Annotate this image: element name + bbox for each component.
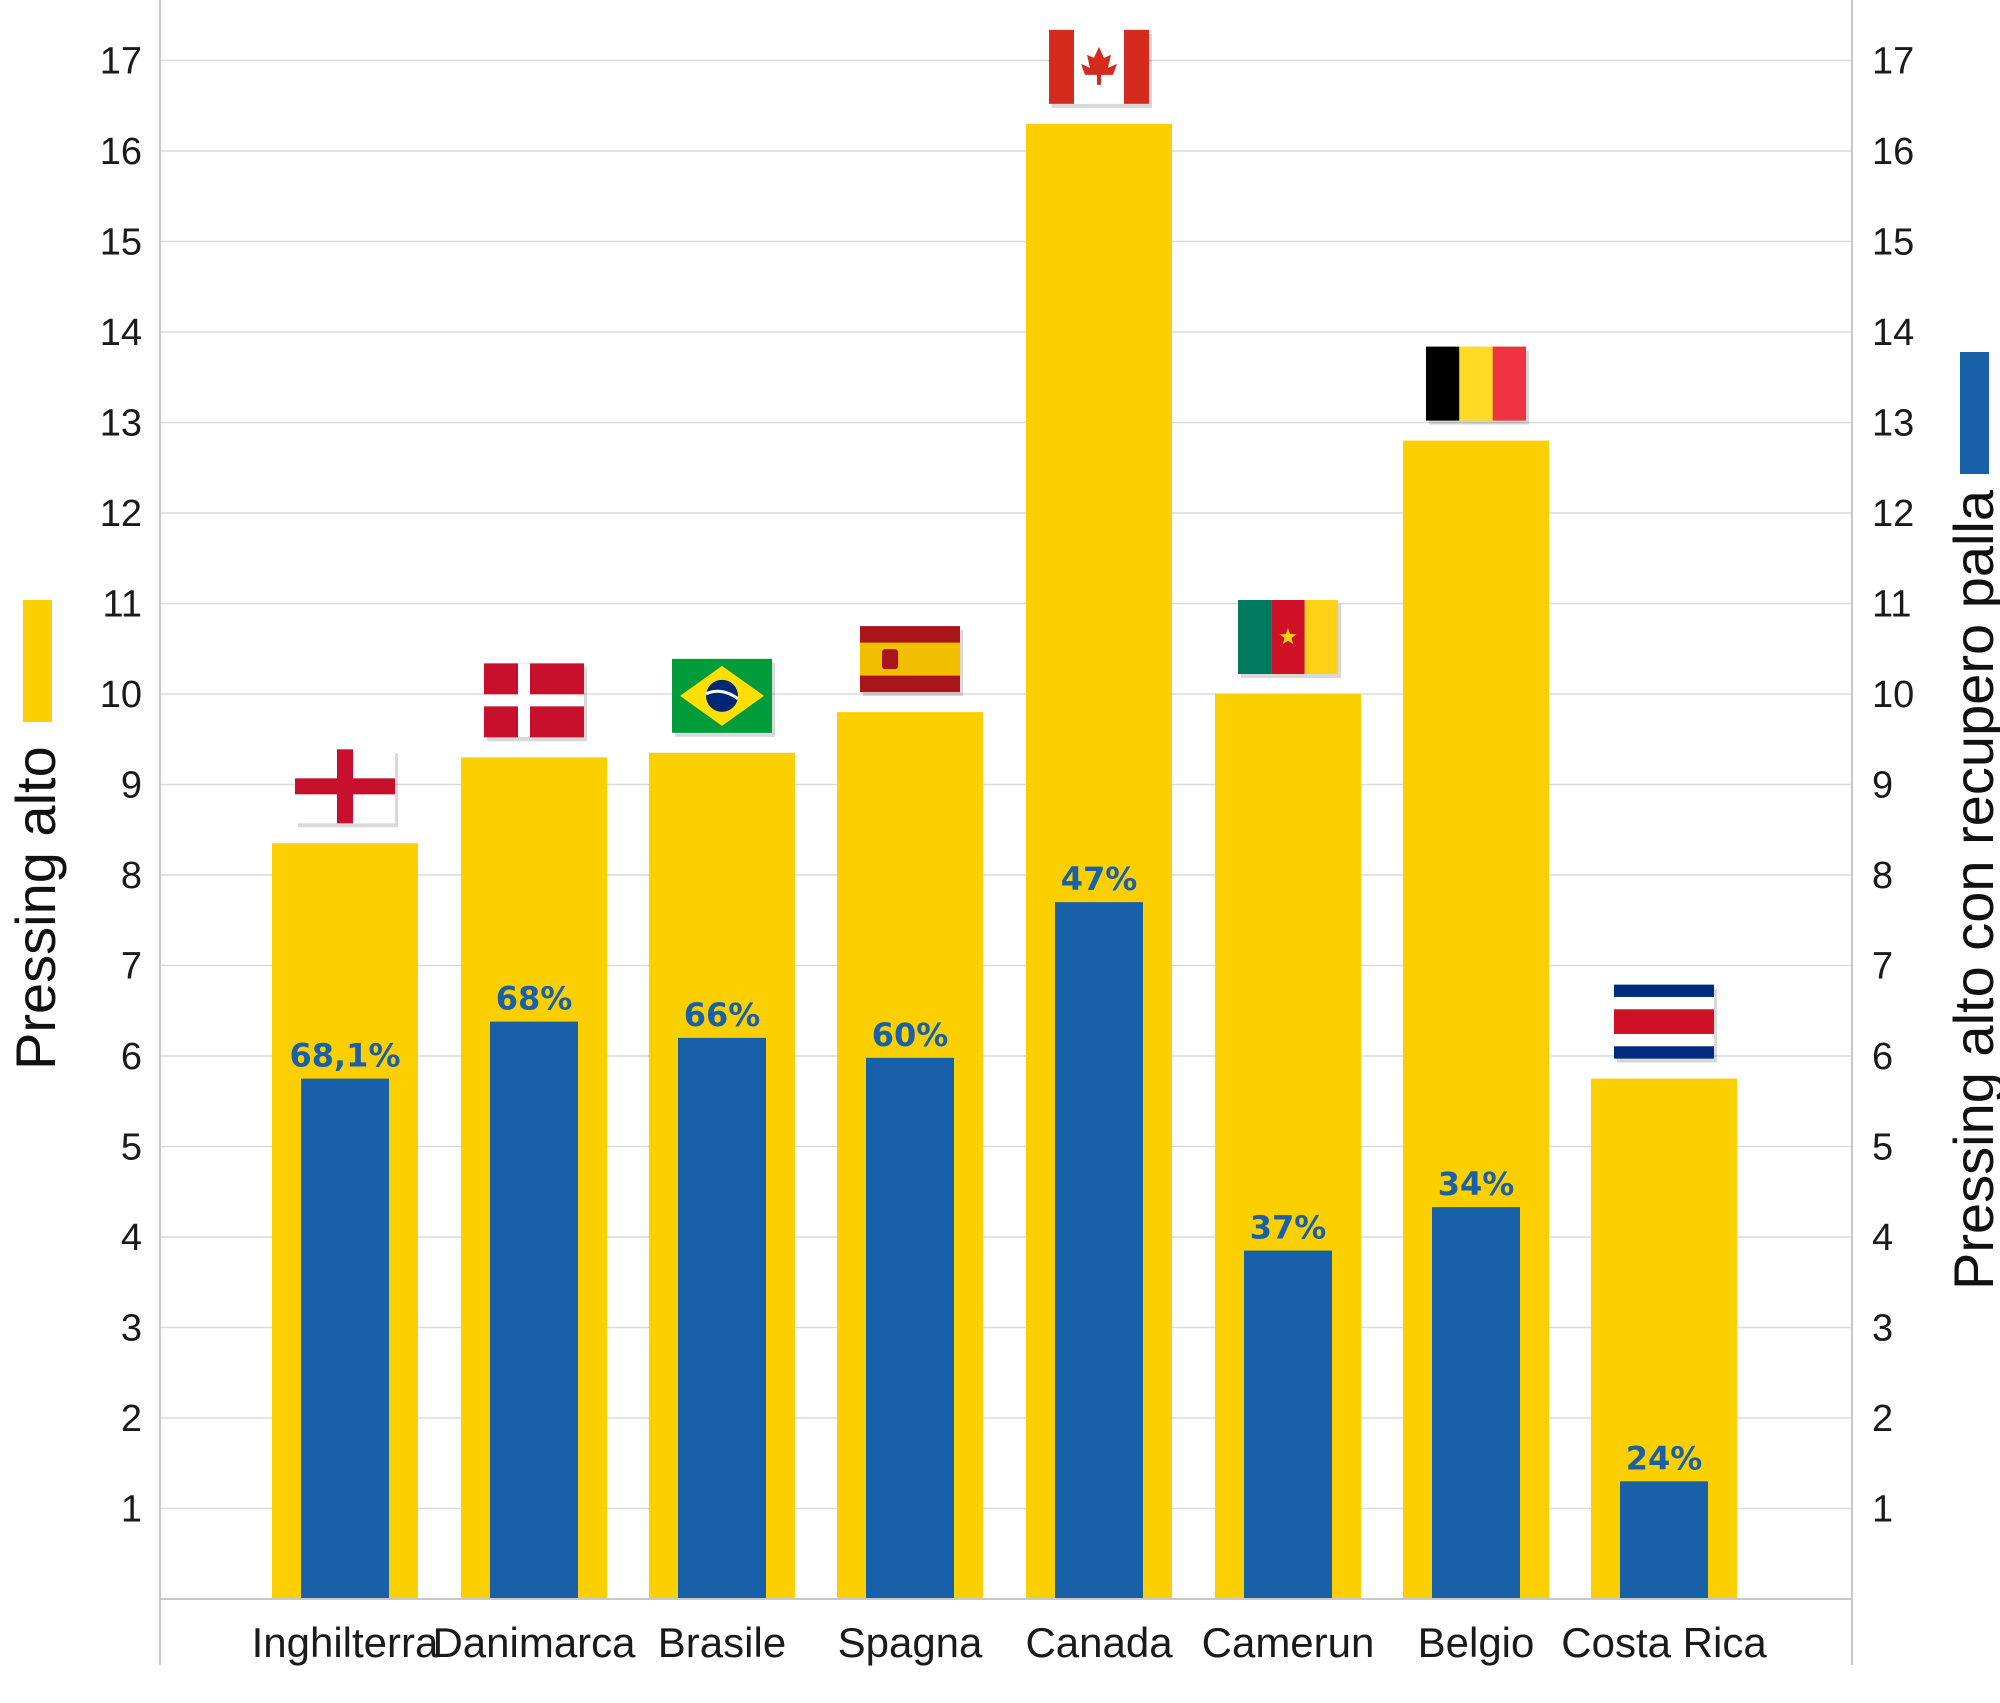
category-label-canada: Canada <box>1025 1619 1173 1666</box>
left-tick-label-7: 7 <box>121 946 142 988</box>
bar-recupero-palla-belgio <box>1432 1207 1520 1599</box>
flag-england <box>295 749 398 828</box>
category-label-spagna: Spagna <box>838 1619 983 1666</box>
legend-swatch-recupero-palla <box>1960 352 1989 474</box>
left-tick-label-10: 10 <box>100 674 142 716</box>
category-label-costa-rica: Costa Rica <box>1561 1619 1767 1666</box>
bar-recupero-palla-brasile <box>678 1037 766 1599</box>
left-tick-label-6: 6 <box>121 1036 142 1078</box>
flag-canada <box>1049 29 1152 108</box>
right-tick-label-4: 4 <box>1872 1217 1893 1259</box>
right-tick-label-8: 8 <box>1872 855 1893 897</box>
left-tick-label-8: 8 <box>121 855 142 897</box>
category-label-camerun: Camerun <box>1202 1619 1375 1666</box>
right-tick-label-12: 12 <box>1872 493 1914 535</box>
flag-costa-rica <box>1614 984 1717 1063</box>
gridlines <box>160 59 1852 1510</box>
data-label-spagna: 60% <box>872 1016 949 1054</box>
flag-spain <box>860 626 963 697</box>
right-tick-label-15: 15 <box>1872 222 1914 264</box>
right-tick-label-2: 2 <box>1872 1398 1893 1440</box>
flag-cameroon <box>1238 600 1341 678</box>
data-label-brasile: 66% <box>684 996 761 1034</box>
left-tick-label-2: 2 <box>121 1398 142 1440</box>
left-tick-label-12: 12 <box>100 493 142 535</box>
flags <box>295 29 1717 1063</box>
right-tick-label-11: 11 <box>1872 584 1911 626</box>
data-label-canada: 47% <box>1061 860 1138 898</box>
right-tick-label-13: 13 <box>1872 403 1914 445</box>
data-label-camerun: 37% <box>1250 1209 1327 1247</box>
data-label-belgio: 34% <box>1438 1165 1515 1203</box>
right-tick-label-9: 9 <box>1872 765 1893 807</box>
left-tick-label-11: 11 <box>103 584 142 626</box>
category-label-belgio: Belgio <box>1418 1619 1535 1666</box>
flag-belgium <box>1426 346 1529 425</box>
y-axis-title-left: Pressing alto <box>4 746 67 1070</box>
data-label-costa-rica: 24% <box>1626 1439 1703 1477</box>
category-label-danimarca: Danimarca <box>432 1619 636 1666</box>
bars <box>272 123 1737 1600</box>
data-label-inghilterra: 68,1% <box>289 1037 400 1075</box>
right-tick-label-14: 14 <box>1872 312 1914 354</box>
left-tick-label-4: 4 <box>121 1217 142 1259</box>
left-tick-label-16: 16 <box>100 131 142 173</box>
right-tick-label-10: 10 <box>1872 674 1914 716</box>
left-tick-label-9: 9 <box>121 765 142 807</box>
right-tick-label-17: 17 <box>1872 41 1914 83</box>
right-tick-label-16: 16 <box>1872 131 1914 173</box>
legend-swatch-pressing-alto <box>23 600 52 722</box>
right-tick-label-7: 7 <box>1872 946 1893 988</box>
axes <box>159 0 1853 1665</box>
flag-brazil <box>672 658 775 737</box>
bar-recupero-palla-danimarca <box>490 1021 578 1599</box>
left-tick-label-13: 13 <box>100 403 142 445</box>
left-tick-label-3: 3 <box>121 1308 142 1350</box>
bar-recupero-palla-costa-rica <box>1620 1481 1708 1599</box>
right-tick-label-6: 6 <box>1872 1036 1893 1078</box>
right-tick-label-1: 1 <box>1872 1489 1893 1531</box>
right-tick-label-5: 5 <box>1872 1127 1893 1169</box>
flag-denmark <box>484 663 587 742</box>
legend: Pressing alto Pressing alto con recupero … <box>4 352 2000 1290</box>
y-axis-title-right: Pressing alto con recupero palla <box>1942 489 2000 1290</box>
left-tick-label-5: 5 <box>121 1127 142 1169</box>
data-label-danimarca: 68% <box>496 980 573 1018</box>
bar-recupero-palla-inghilterra <box>301 1078 389 1599</box>
category-label-inghilterra: Inghilterra <box>252 1619 439 1666</box>
bar-recupero-palla-spagna <box>866 1057 954 1599</box>
bar-recupero-palla-camerun <box>1244 1250 1332 1599</box>
left-tick-label-17: 17 <box>100 41 142 83</box>
left-tick-label-14: 14 <box>100 312 142 354</box>
left-tick-label-15: 15 <box>100 222 142 264</box>
bar-recupero-palla-canada <box>1055 902 1143 1599</box>
right-tick-label-3: 3 <box>1872 1308 1893 1350</box>
category-label-brasile: Brasile <box>658 1619 786 1666</box>
left-tick-label-1: 1 <box>121 1489 142 1531</box>
